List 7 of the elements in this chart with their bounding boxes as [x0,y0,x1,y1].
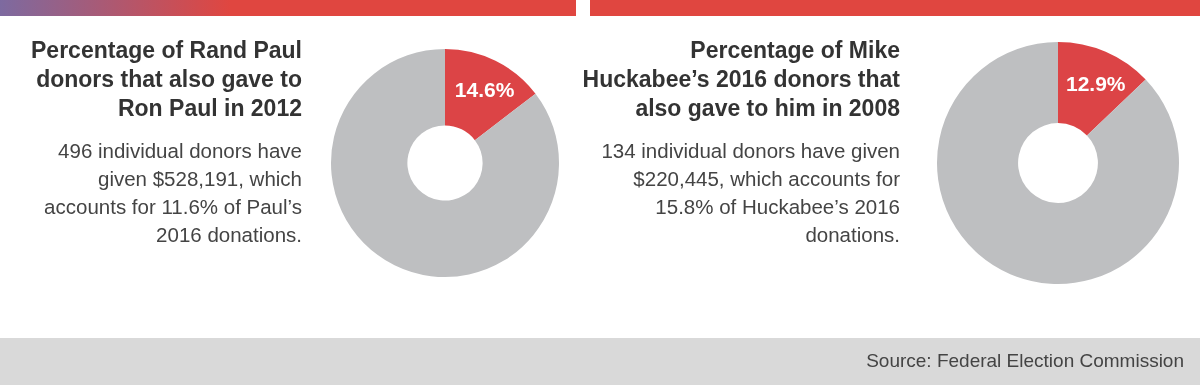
text: 134 individual donors have given $220,445, which accounts for 15.8% of Huckabee’s 2016 donations. [600,138,900,248]
data-label: 14.6% [454,77,515,101]
data-label: 12.9% [1065,71,1126,95]
text: Percentage of Rand Paul donors that also gave to Ron Paul in 2012 [30,36,302,123]
text: Percentage of Mike Huckabee’s 2016 donors that also gave to him in 2008 [581,36,900,123]
source-note: Source: Federal Election Commission [866,350,1184,372]
text: 496 individual donors have given $528,191, which accounts for 11.6% of Paul’s 2016 donations. [43,138,302,248]
